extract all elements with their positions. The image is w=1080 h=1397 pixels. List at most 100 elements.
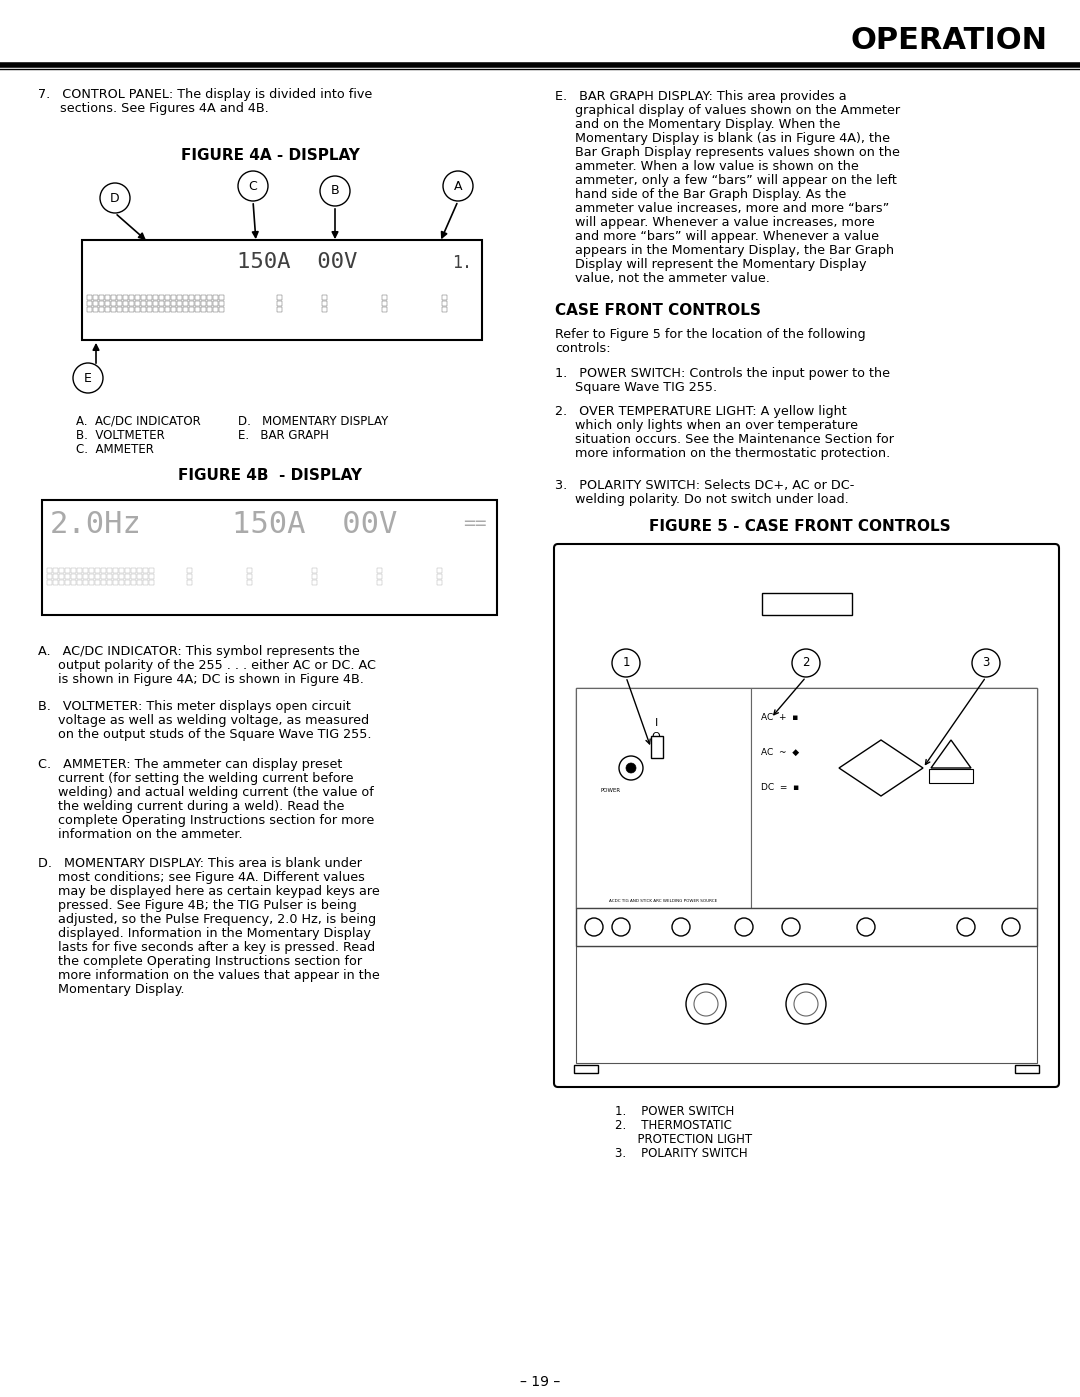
Text: I: I bbox=[654, 718, 658, 728]
Bar bbox=[137, 580, 141, 585]
Bar bbox=[177, 295, 183, 300]
Bar bbox=[382, 307, 387, 312]
Bar bbox=[141, 300, 146, 306]
Bar bbox=[131, 574, 136, 578]
Bar bbox=[65, 574, 70, 578]
Bar bbox=[149, 569, 154, 573]
Text: C.   AMMETER: The ammeter can display preset: C. AMMETER: The ammeter can display pres… bbox=[38, 759, 342, 771]
Circle shape bbox=[686, 983, 726, 1024]
Bar bbox=[183, 295, 188, 300]
Bar bbox=[117, 295, 122, 300]
Bar bbox=[147, 295, 152, 300]
Bar bbox=[143, 580, 148, 585]
Bar bbox=[312, 569, 318, 573]
Bar bbox=[213, 300, 218, 306]
Bar bbox=[129, 295, 134, 300]
Circle shape bbox=[320, 176, 350, 205]
Circle shape bbox=[619, 756, 643, 780]
Bar bbox=[195, 307, 200, 312]
Bar bbox=[159, 307, 164, 312]
Circle shape bbox=[100, 183, 130, 212]
Bar bbox=[65, 569, 70, 573]
Bar bbox=[111, 295, 116, 300]
Bar bbox=[312, 574, 318, 578]
Bar bbox=[102, 574, 106, 578]
Bar bbox=[111, 307, 116, 312]
Text: may be displayed here as certain keypad keys are: may be displayed here as certain keypad … bbox=[38, 886, 380, 898]
Bar bbox=[123, 295, 129, 300]
Text: AC  ~  ◆: AC ~ ◆ bbox=[761, 747, 799, 757]
Text: OPERATION: OPERATION bbox=[851, 27, 1048, 54]
Circle shape bbox=[694, 992, 718, 1016]
Circle shape bbox=[443, 170, 473, 201]
Circle shape bbox=[612, 650, 640, 678]
Text: more information on the values that appear in the: more information on the values that appe… bbox=[38, 970, 380, 982]
Bar bbox=[219, 295, 224, 300]
Bar bbox=[213, 307, 218, 312]
Text: graphical display of values shown on the Ammeter: graphical display of values shown on the… bbox=[555, 103, 900, 117]
Text: B.   VOLTMETER: This meter displays open circuit: B. VOLTMETER: This meter displays open c… bbox=[38, 700, 351, 712]
Bar bbox=[95, 574, 100, 578]
Bar bbox=[113, 574, 118, 578]
Bar bbox=[123, 307, 129, 312]
Bar bbox=[105, 307, 110, 312]
Bar bbox=[165, 300, 170, 306]
Bar bbox=[247, 569, 252, 573]
Bar bbox=[189, 307, 194, 312]
Text: A: A bbox=[454, 179, 462, 193]
Bar bbox=[83, 569, 87, 573]
Text: 2.   OVER TEMPERATURE LIGHT: A yellow light: 2. OVER TEMPERATURE LIGHT: A yellow ligh… bbox=[555, 405, 847, 418]
Bar bbox=[143, 574, 148, 578]
Bar bbox=[929, 768, 973, 782]
Text: 150A  00V: 150A 00V bbox=[232, 510, 397, 539]
Circle shape bbox=[672, 918, 690, 936]
Bar bbox=[153, 300, 158, 306]
Text: sections. See Figures 4A and 4B.: sections. See Figures 4A and 4B. bbox=[60, 102, 269, 115]
Bar bbox=[71, 574, 76, 578]
Circle shape bbox=[73, 363, 103, 393]
Text: FIGURE 4A - DISPLAY: FIGURE 4A - DISPLAY bbox=[180, 148, 360, 163]
Text: hand side of the Bar Graph Display. As the: hand side of the Bar Graph Display. As t… bbox=[555, 189, 847, 201]
Bar bbox=[143, 569, 148, 573]
Bar bbox=[437, 569, 442, 573]
Text: 1.    POWER SWITCH: 1. POWER SWITCH bbox=[615, 1105, 734, 1118]
Bar bbox=[207, 307, 212, 312]
Bar bbox=[48, 580, 52, 585]
Bar bbox=[111, 300, 116, 306]
Text: ammeter value increases, more and more “bars”: ammeter value increases, more and more “… bbox=[555, 203, 889, 215]
Text: ==: == bbox=[463, 514, 487, 534]
Bar bbox=[207, 295, 212, 300]
Bar bbox=[53, 569, 58, 573]
Text: appears in the Momentary Display, the Bar Graph: appears in the Momentary Display, the Ba… bbox=[555, 244, 894, 257]
Bar bbox=[53, 574, 58, 578]
Bar bbox=[576, 687, 1037, 908]
Text: E.   BAR GRAPH DISPLAY: This area provides a: E. BAR GRAPH DISPLAY: This area provides… bbox=[555, 89, 847, 103]
Bar bbox=[171, 295, 176, 300]
Text: PROTECTION LIGHT: PROTECTION LIGHT bbox=[615, 1133, 752, 1146]
Bar bbox=[377, 574, 382, 578]
Text: on the output studs of the Square Wave TIG 255.: on the output studs of the Square Wave T… bbox=[38, 728, 372, 740]
Text: welding) and actual welding current (the value of: welding) and actual welding current (the… bbox=[38, 787, 374, 799]
Circle shape bbox=[957, 918, 975, 936]
Bar bbox=[129, 300, 134, 306]
Bar bbox=[93, 307, 98, 312]
Bar bbox=[125, 580, 130, 585]
Text: 1.   POWER SWITCH: Controls the input power to the: 1. POWER SWITCH: Controls the input powe… bbox=[555, 367, 890, 380]
Bar bbox=[105, 300, 110, 306]
Circle shape bbox=[612, 918, 630, 936]
Circle shape bbox=[782, 918, 800, 936]
Bar bbox=[573, 1065, 598, 1073]
Bar bbox=[149, 580, 154, 585]
Text: A.   AC/DC INDICATOR: This symbol represents the: A. AC/DC INDICATOR: This symbol represen… bbox=[38, 645, 360, 658]
Text: displayed. Information in the Momentary Display: displayed. Information in the Momentary … bbox=[38, 928, 370, 940]
Circle shape bbox=[794, 992, 818, 1016]
Bar bbox=[147, 307, 152, 312]
Bar bbox=[89, 580, 94, 585]
Bar bbox=[93, 300, 98, 306]
Text: 2.0Hz: 2.0Hz bbox=[50, 510, 141, 539]
Bar bbox=[117, 300, 122, 306]
Text: FIGURE 5 - CASE FRONT CONTROLS: FIGURE 5 - CASE FRONT CONTROLS bbox=[649, 520, 950, 534]
Bar bbox=[83, 574, 87, 578]
Bar bbox=[1015, 1065, 1039, 1073]
Bar bbox=[761, 592, 851, 615]
